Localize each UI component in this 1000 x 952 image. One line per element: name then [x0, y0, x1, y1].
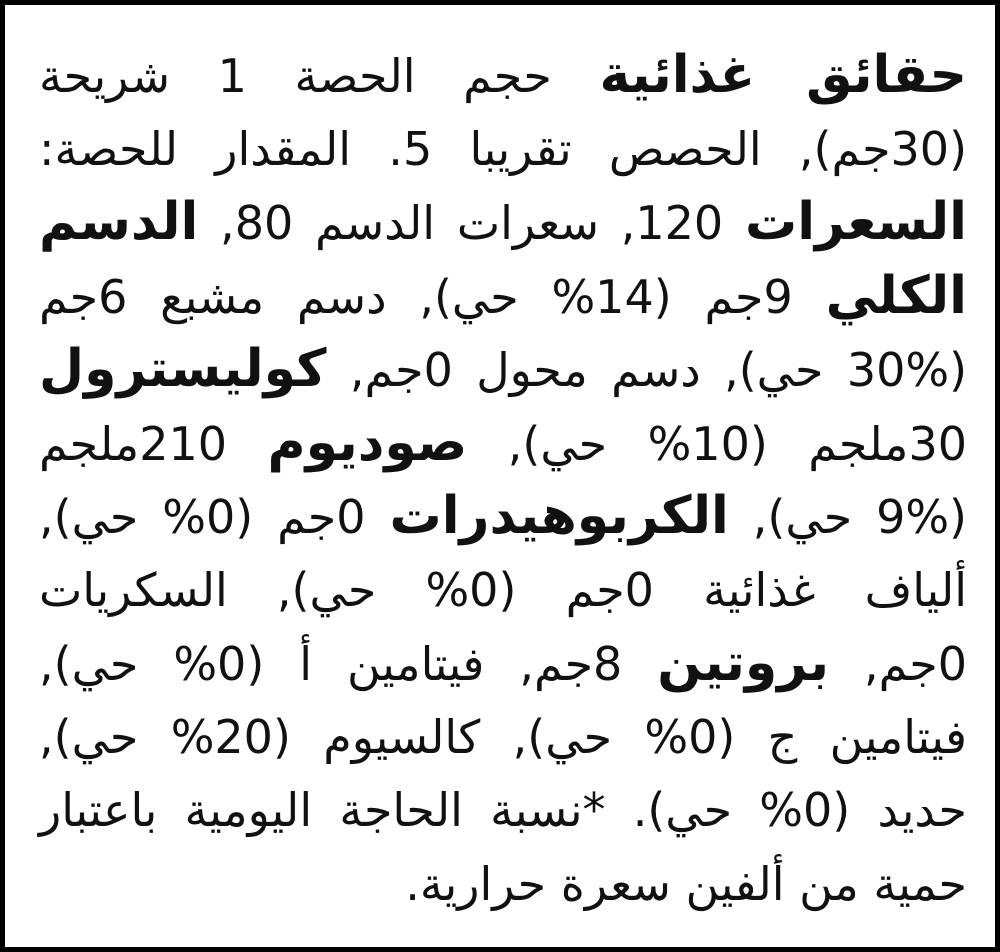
- nutrient-label: بروتين: [657, 633, 830, 693]
- nutrient-label: الكربوهيدرات: [389, 486, 729, 546]
- text-segment: 210ملجم: [39, 416, 268, 471]
- text-line: حمية من ألفين سعرة حرارية.: [39, 848, 967, 922]
- text-line: 0جم, بروتين 8جم, فيتامين أ (0% حي),: [39, 627, 967, 701]
- text-segment: فيتامين ج (0% حي), كالسيوم (20% حي),: [39, 709, 968, 764]
- text-line: (9% حي), الكربوهيدرات 0جم (0% حي),: [39, 480, 968, 554]
- nutrition-facts-text: حقائق غذائية حجم الحصة 1 شريحة (30جم), ال…: [39, 39, 968, 922]
- text-segment: حجم الحصة 1 شريحة: [39, 49, 600, 103]
- nutrient-label: صوديوم: [267, 412, 468, 473]
- nutrient-label: الكلي: [825, 265, 968, 326]
- text-segment: حمية من ألفين سعرة حرارية.: [405, 856, 967, 911]
- text-line: (30جم), الحصص تقريبا 5. المقدار للحصة:: [39, 113, 968, 187]
- text-segment: 8جم, فيتامين أ (0% حي),: [39, 637, 658, 691]
- text-segment: (9% حي),: [728, 490, 968, 544]
- text-segment: 30ملجم (10% حي),: [467, 416, 968, 471]
- text-segment: (30% حي), دسم محول 0جم,: [326, 343, 968, 397]
- text-segment: 120, سعرات الدسم 80,: [198, 196, 745, 250]
- text-line: (30% حي), دسم محول 0جم, كوليسترول: [39, 333, 968, 407]
- text-segment: 0جم,: [829, 637, 967, 691]
- text-segment: 0جم (0% حي),: [39, 490, 390, 544]
- text-line: الكلي 9جم (14% حي), دسم مشبع 6جم: [39, 260, 968, 334]
- nutrient-label: السعرات: [744, 192, 968, 252]
- text-line: فيتامين ج (0% حي), كالسيوم (20% حي),: [39, 701, 968, 775]
- text-segment: (30جم), الحصص تقريبا 5. المقدار للحصة:: [39, 121, 968, 176]
- text-line: حقائق غذائية حجم الحصة 1 شريحة: [39, 39, 967, 113]
- nutrient-label: الدسم: [39, 192, 199, 252]
- text-line: السعرات 120, سعرات الدسم 80, الدسم: [39, 186, 968, 260]
- text-line: حديد (0% حي). *نسبة الحاجة اليومية باعتب…: [39, 774, 968, 848]
- text-line: 30ملجم (10% حي), صوديوم 210ملجم: [39, 407, 967, 481]
- text-line: ألياف غذائية 0جم (0% حي), السكريات: [39, 554, 968, 628]
- nutrient-label: حقائق غذائية: [599, 45, 967, 105]
- text-segment: حديد (0% حي). *نسبة الحاجة اليومية باعتب…: [39, 783, 968, 837]
- text-segment: ألياف غذائية 0جم (0% حي), السكريات: [39, 562, 968, 617]
- text-segment: 9جم (14% حي), دسم مشبع 6جم: [39, 269, 826, 324]
- nutrient-label: كوليسترول: [39, 339, 327, 399]
